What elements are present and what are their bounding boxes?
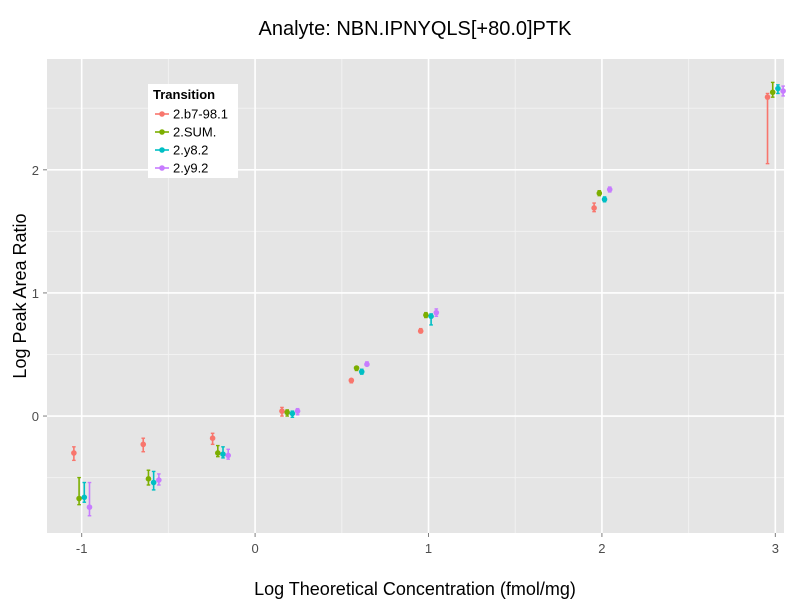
- legend-title: Transition: [153, 87, 215, 102]
- data-points: [71, 85, 786, 510]
- y-axis-ticks: 0 1 2: [32, 163, 47, 424]
- data-point: [86, 504, 93, 510]
- data-point: [423, 312, 429, 318]
- data-point: [364, 361, 370, 368]
- x-tick-label: 0: [251, 541, 258, 556]
- data-point: [145, 476, 152, 482]
- x-tick-label: -1: [76, 541, 88, 556]
- data-point: [358, 368, 365, 375]
- chart-title: Analyte: NBN.IPNYQLS[+80.0]PTK: [259, 18, 573, 40]
- data-point: [289, 410, 296, 417]
- data-point: [150, 479, 157, 486]
- data-point: [81, 494, 88, 501]
- legend: Transition 2.b7-98.1 2.SUM. 2.y8.2 2.y9.2: [148, 84, 238, 178]
- data-point: [284, 409, 290, 416]
- legend-key-point: [159, 147, 165, 153]
- data-point: [417, 328, 424, 334]
- y-axis-label: Log Peak Area Ratio: [10, 213, 30, 378]
- data-point: [353, 365, 360, 371]
- legend-key-point: [159, 129, 165, 135]
- y-tick-label: 1: [32, 286, 39, 301]
- data-point: [780, 88, 786, 94]
- legend-label: 2.b7-98.1: [173, 107, 228, 122]
- x-axis-ticks: -1 0 1 2 3: [76, 533, 779, 556]
- data-point: [769, 89, 776, 96]
- data-point: [215, 450, 221, 456]
- legend-label: 2.y9.2: [173, 161, 208, 176]
- data-point: [220, 451, 226, 458]
- x-tick-label: 2: [598, 541, 605, 556]
- y-tick-label: 2: [32, 163, 39, 178]
- data-point: [606, 186, 613, 193]
- data-point: [348, 377, 355, 384]
- x-tick-label: 3: [772, 541, 779, 556]
- data-point: [591, 205, 597, 211]
- x-tick-label: 1: [425, 541, 432, 556]
- data-point: [209, 435, 216, 442]
- data-point: [140, 441, 147, 448]
- data-point: [433, 309, 440, 316]
- data-point: [76, 495, 82, 502]
- legend-label: 2.y8.2: [173, 143, 208, 158]
- y-tick-label: 0: [32, 409, 39, 424]
- data-point: [601, 196, 608, 203]
- data-point: [775, 85, 781, 92]
- data-point: [71, 450, 77, 456]
- legend-key-point: [159, 111, 165, 117]
- x-axis-label: Log Theoretical Concentration (fmol/mg): [254, 579, 576, 599]
- data-point: [428, 313, 434, 320]
- legend-items: 2.b7-98.1 2.SUM. 2.y8.2 2.y9.2: [155, 107, 228, 176]
- data-point: [156, 477, 162, 483]
- legend-key-point: [159, 165, 165, 171]
- data-point: [294, 408, 301, 414]
- data-point: [764, 94, 771, 100]
- legend-label: 2.SUM.: [173, 125, 216, 140]
- data-point: [279, 408, 285, 414]
- data-point: [225, 452, 232, 459]
- data-point: [596, 190, 603, 196]
